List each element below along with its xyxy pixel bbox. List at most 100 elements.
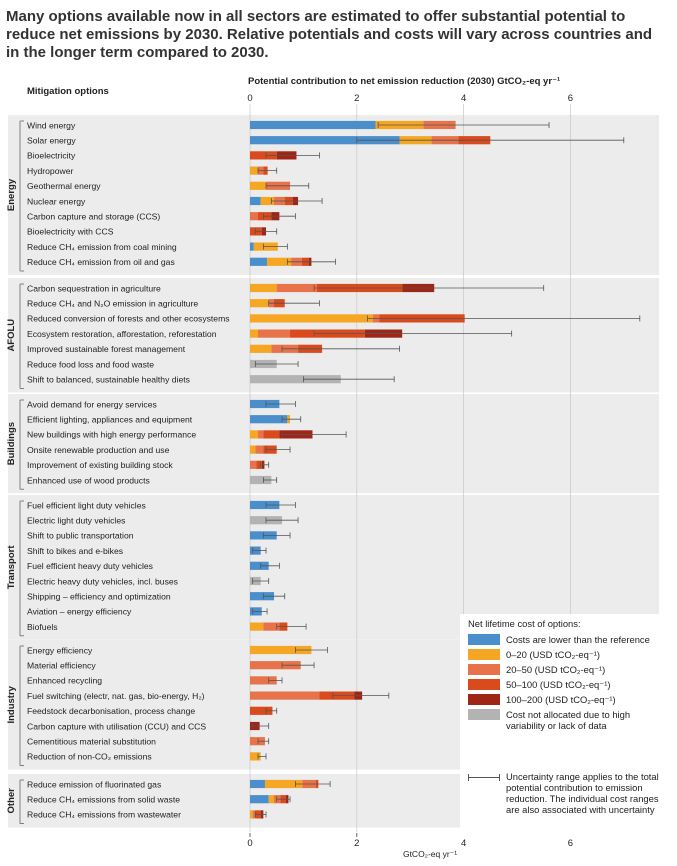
bottom-tick-label-0: 0: [247, 838, 252, 849]
option-label-reduce-emission-of-fluorinated-gas: Reduce emission of fluorinated gas: [27, 779, 161, 789]
bar-segment-improvement-of-existing-building-stock-2: [250, 460, 257, 469]
bar-segment-carbon-sequestration-in-agriculture-2: [276, 283, 317, 293]
bar-segment-carbon-sequestration-in-agriculture-1: [250, 283, 277, 293]
x-axis-label: GtCO₂-eq yr⁻¹: [403, 849, 457, 859]
bar-segment-fuel-efficient-heavy-duty-vehicles-0: [250, 561, 269, 570]
sector-label-industry: Industry: [6, 685, 17, 723]
bar-segment-enhanced-recycling-2: [250, 676, 277, 685]
sector-label-afolu: AFOLU: [6, 319, 17, 352]
bottom-tick-label-2: 2: [354, 838, 359, 849]
page-title: Many options available now in all sector…: [6, 8, 653, 61]
bar-segment-ecosystem-restoration-afforestation-reforestation-2: [258, 329, 291, 338]
option-label-solar-energy: Solar energy: [27, 136, 76, 146]
option-label-electric-light-duty-vehicles: Electric light duty vehicles: [27, 516, 125, 526]
option-label-reduce-ch-emissions-from-wastewater: Reduce CH₄ emissions from wastewater: [27, 810, 181, 820]
option-label-feedstock-decarbonisation-process-change: Feedstock decarbonisation, process chang…: [27, 706, 195, 716]
sector-label-other: Other: [6, 788, 17, 814]
bar-segment-avoid-demand-for-energy-services-0: [250, 399, 280, 409]
bar-segment-fuel-efficient-light-duty-vehicles-0: [250, 500, 280, 510]
legend-swatch-cost-20-50: [468, 664, 500, 675]
option-label-bioelectricity-with-ccs: Bioelectricity with CCS: [27, 227, 114, 237]
bar-segment-reduce-ch-emission-from-coal-mining-0: [250, 242, 254, 251]
option-label-efficient-lighting-appliances-and-equipment: Efficient lighting, appliances and equip…: [27, 415, 193, 425]
bar-segment-reduce-ch-emissions-from-wastewater-1: [250, 810, 253, 819]
option-label-shift-to-balanced-sustainable-healthy-diets: Shift to balanced, sustainable healthy d…: [27, 375, 190, 385]
top-tick-label-0: 0: [247, 93, 252, 104]
sector-label-transport: Transport: [6, 545, 17, 590]
legend-title: Net lifetime cost of options:: [468, 618, 581, 629]
option-label-reduce-ch-emissions-from-solid-waste: Reduce CH₄ emissions from solid waste: [27, 795, 180, 805]
option-label-aviation-energy-efficiency: Aviation – energy efficiency: [27, 607, 132, 617]
bar-segment-shift-to-balanced-sustainable-healthy-diets-5: [250, 375, 341, 384]
bar-segment-reduce-ch-emissions-from-wastewater-2: [252, 810, 256, 819]
option-label-reduction-of-non-co-emissions: Reduction of non-CO₂ emissions: [27, 752, 152, 762]
bar-segment-carbon-capture-and-storage-ccs-2: [250, 212, 259, 221]
option-label-reduce-food-loss-and-food-waste: Reduce food loss and food waste: [27, 359, 154, 369]
bar-segment-feedstock-decarbonisation-process-change-3: [250, 706, 273, 715]
bottom-tick-label-4: 4: [461, 838, 466, 849]
axis-title: Potential contribution to net emission r…: [248, 76, 560, 87]
bar-segment-improvement-of-existing-building-stock-3: [256, 460, 262, 469]
bar-segment-efficient-lighting-appliances-and-equipment-0: [250, 415, 288, 424]
legend-swatch-cost-not-allocated: [468, 709, 500, 720]
option-label-reduced-conversion-of-forests-and-other-ecosystems: Reduced conversion of forests and other …: [27, 314, 230, 324]
bar-segment-fuel-switching-electr-nat-gas-bio-energy-h-2: [250, 691, 320, 700]
option-label-fuel-efficient-heavy-duty-vehicles: Fuel efficient heavy duty vehicles: [27, 561, 153, 571]
bar-segment-new-buildings-with-high-energy-performance-2: [258, 430, 264, 439]
legend-label-lower-cost: Costs are lower than the reference: [506, 634, 650, 645]
top-tick-label-4: 4: [461, 93, 466, 104]
bar-segment-reduction-of-non-co-emissions-1: [250, 752, 261, 761]
bar-segment-wind-energy-0: [250, 120, 376, 130]
bar-segment-shipping-efficiency-and-optimization-0: [250, 592, 275, 601]
sector-panel-buildings: [8, 394, 659, 494]
bar-segment-reduced-conversion-of-forests-and-other-ecosystems-1: [250, 314, 373, 323]
bar-segment-biofuels-2: [263, 622, 280, 631]
bar-segment-nuclear-energy-0: [250, 196, 261, 206]
option-label-carbon-capture-with-utilisation-ccu-and-ccs: Carbon capture with utilisation (CCU) an…: [27, 721, 206, 731]
option-label-electric-heavy-duty-vehicles-incl-buses: Electric heavy duty vehicles, incl. buse…: [27, 576, 178, 586]
bar-segment-material-efficiency-2: [250, 661, 301, 670]
uncertainty-range-icon: [468, 774, 500, 781]
legend-label-cost-50-100: 50–100 (USD tCO₂-eq⁻¹): [506, 679, 611, 690]
option-label-reduce-ch-emission-from-coal-mining: Reduce CH₄ emission from coal mining: [27, 242, 177, 252]
option-label-shift-to-bikes-and-e-bikes: Shift to bikes and e-bikes: [27, 546, 123, 556]
bar-segment-reduce-emission-of-fluorinated-gas-1: [264, 779, 303, 789]
option-label-avoid-demand-for-energy-services: Avoid demand for energy services: [27, 399, 157, 409]
option-label-reduce-ch-emission-from-oil-and-gas: Reduce CH₄ emission from oil and gas: [27, 257, 175, 267]
option-label-carbon-capture-and-storage-ccs: Carbon capture and storage (CCS): [27, 212, 160, 222]
bar-segment-enhanced-use-of-wood-products-5: [250, 475, 272, 485]
legend-swatch-cost-0-20: [468, 649, 500, 660]
bar-segment-reduce-emission-of-fluorinated-gas-0: [250, 779, 265, 789]
legend-swatch-cost-50-100: [468, 679, 500, 690]
bar-segment-biofuels-1: [250, 622, 264, 631]
uncertainty-note-text: Uncertainty range applies to the total p…: [506, 771, 659, 815]
option-label-nuclear-energy: Nuclear energy: [27, 196, 86, 206]
legend-label-cost-0-20: 0–20 (USD tCO₂-eq⁻¹): [506, 649, 601, 660]
bar-segment-energy-efficiency-1: [250, 645, 312, 655]
bar-segment-geothermal-energy-1: [250, 181, 267, 190]
legend-label-cost-100-200: 100–200 (USD tCO₂-eq⁻¹): [506, 694, 616, 705]
option-label-reduce-ch-and-n-o-emission-in-agriculture: Reduce CH₄ and N₂O emission in agricultu…: [27, 299, 198, 309]
bar-segment-nuclear-energy-1: [260, 196, 275, 206]
bar-segment-reduce-ch-emission-from-oil-and-gas-0: [250, 257, 268, 266]
sector-label-energy: Energy: [6, 178, 17, 211]
bar-segment-reduce-ch-emissions-from-solid-waste-0: [250, 795, 269, 804]
option-label-material-efficiency: Material efficiency: [27, 661, 96, 671]
option-label-improved-sustainable-forest-management: Improved sustainable forest management: [27, 344, 186, 354]
legend-label-cost-20-50: 20–50 (USD tCO₂-eq⁻¹): [506, 664, 606, 675]
bar-segment-ecosystem-restoration-afforestation-reforestation-1: [250, 329, 259, 338]
sector-label-buildings: Buildings: [6, 422, 17, 465]
option-label-bioelectricity: Bioelectricity: [27, 151, 76, 161]
option-label-enhanced-recycling: Enhanced recycling: [27, 676, 102, 686]
bar-segment-cementitious-material-substitution-2: [250, 737, 265, 746]
option-label-fuel-switching-electr-nat-gas-bio-energy-h: Fuel switching (electr, nat. gas, bio-en…: [27, 691, 205, 701]
column-header: Mitigation options: [27, 86, 109, 97]
option-label-carbon-sequestration-in-agriculture: Carbon sequestration in agriculture: [27, 283, 161, 293]
option-label-geothermal-energy: Geothermal energy: [27, 181, 101, 191]
option-label-energy-efficiency: Energy efficiency: [27, 645, 93, 655]
option-label-biofuels: Biofuels: [27, 622, 58, 632]
bar-segment-reduce-ch-emissions-from-solid-waste-1: [268, 795, 275, 804]
bar-segment-improved-sustainable-forest-management-1: [250, 344, 272, 353]
bar-segment-onsite-renewable-production-and-use-1: [250, 445, 256, 454]
cost-legend: Net lifetime cost of options: Costs are …: [460, 614, 670, 838]
